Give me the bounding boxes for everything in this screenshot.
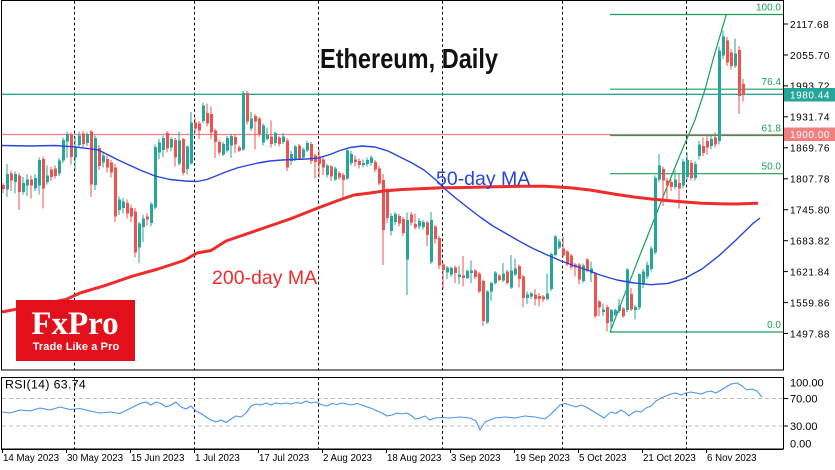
svg-text:70.00: 70.00 <box>790 394 818 406</box>
svg-text:76.4: 76.4 <box>762 77 782 88</box>
svg-text:30.00: 30.00 <box>790 421 818 433</box>
svg-text:18 Aug 2023: 18 Aug 2023 <box>387 453 441 464</box>
svg-text:1931.74: 1931.74 <box>790 113 830 124</box>
svg-text:17 Jul 2023: 17 Jul 2023 <box>259 453 309 464</box>
svg-text:1993.72: 1993.72 <box>790 82 830 93</box>
svg-text:1807.78: 1807.78 <box>790 175 830 186</box>
svg-text:1 Jul 2023: 1 Jul 2023 <box>195 453 240 464</box>
svg-text:0.0: 0.0 <box>767 320 781 331</box>
svg-text:19 Sep 2023: 19 Sep 2023 <box>515 453 570 464</box>
svg-text:1497.88: 1497.88 <box>790 329 830 340</box>
svg-text:1980.44: 1980.44 <box>790 91 830 102</box>
svg-text:5 Oct 2023: 5 Oct 2023 <box>579 453 626 464</box>
svg-text:1621.84: 1621.84 <box>790 267 830 278</box>
svg-text:100.0: 100.0 <box>756 3 781 14</box>
svg-text:2117.68: 2117.68 <box>790 20 829 31</box>
svg-text:21 Oct 2023: 21 Oct 2023 <box>643 453 696 464</box>
svg-text:61.8: 61.8 <box>762 124 782 135</box>
svg-text:30 May 2023: 30 May 2023 <box>67 453 123 464</box>
svg-text:3 Sep 2023: 3 Sep 2023 <box>451 453 501 464</box>
svg-text:1900.00: 1900.00 <box>790 130 830 141</box>
svg-text:15 Jun 2023: 15 Jun 2023 <box>131 453 184 464</box>
svg-text:2 Aug 2023: 2 Aug 2023 <box>323 453 372 464</box>
svg-text:50.0: 50.0 <box>762 162 782 173</box>
svg-text:1559.86: 1559.86 <box>790 298 830 309</box>
svg-text:2055.70: 2055.70 <box>790 51 830 62</box>
svg-text:1745.80: 1745.80 <box>790 206 830 217</box>
svg-text:100.00: 100.00 <box>790 378 824 390</box>
svg-text:1683.82: 1683.82 <box>790 237 830 248</box>
svg-text:200-day MA: 200-day MA <box>212 267 317 289</box>
svg-text:50-day MA: 50-day MA <box>436 168 530 190</box>
svg-text:Trade Like a Pro: Trade Like a Pro <box>33 341 120 353</box>
svg-text:1869.76: 1869.76 <box>790 144 830 155</box>
svg-text:RSI(14) 63.74: RSI(14) 63.74 <box>5 378 86 392</box>
svg-text:6 Nov 2023: 6 Nov 2023 <box>707 453 757 464</box>
svg-text:0.00: 0.00 <box>790 439 811 451</box>
svg-text:Ethereum, Daily: Ethereum, Daily <box>320 43 498 74</box>
svg-text:FxPro: FxPro <box>31 306 118 342</box>
svg-text:14 May 2023: 14 May 2023 <box>3 453 59 464</box>
